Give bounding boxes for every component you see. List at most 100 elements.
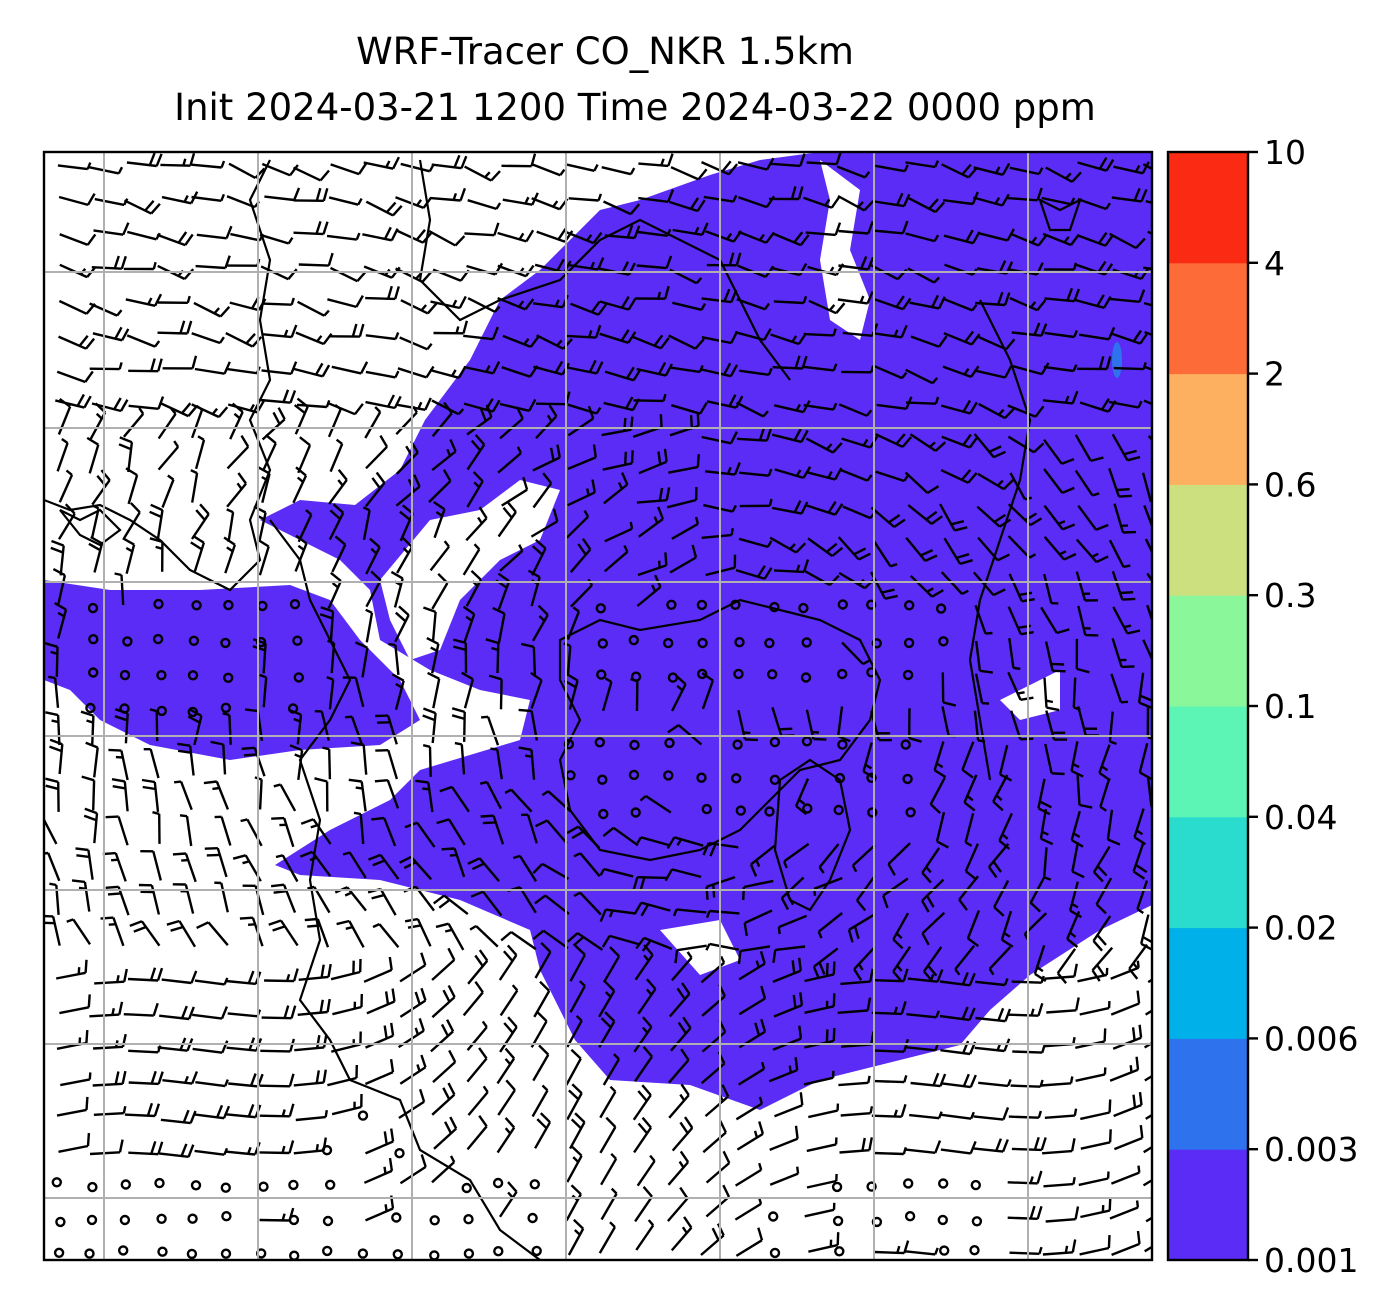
colorbar-segment <box>1168 484 1248 596</box>
wind-barb <box>111 778 129 812</box>
wind-barb <box>1109 232 1146 250</box>
wind-barb <box>599 329 637 344</box>
wind-barb <box>252 638 267 674</box>
wind-barb <box>1010 710 1034 741</box>
wind-barb <box>241 746 266 777</box>
wind-barb <box>966 910 981 948</box>
wind-barb <box>431 439 457 472</box>
wind-barb <box>1007 671 1034 701</box>
wind-barb <box>892 946 912 983</box>
wind-barb <box>530 671 543 709</box>
wind-barb <box>1009 297 1047 312</box>
wind-barb <box>1092 915 1112 952</box>
wind-barb <box>887 842 911 876</box>
wind-barb <box>365 608 374 643</box>
wind-barb <box>1146 707 1152 740</box>
wind-barb <box>603 472 629 505</box>
wind-barb <box>1077 197 1111 211</box>
wind-barb <box>466 434 486 471</box>
wind-barb <box>331 361 369 375</box>
wind-barb <box>1044 262 1078 271</box>
wind-barb <box>961 741 975 779</box>
wind-barb <box>772 355 808 370</box>
wind-barb <box>327 295 364 309</box>
wind-barb <box>531 163 566 177</box>
wind-barb <box>769 536 807 554</box>
wind-barb <box>372 923 400 949</box>
wind-barb <box>805 437 843 454</box>
wind-barb <box>768 186 804 201</box>
wind-barb <box>479 780 502 810</box>
wind-barb <box>374 779 400 809</box>
wind-barb <box>749 844 776 877</box>
wind-barb <box>395 405 418 436</box>
wind-barb <box>973 162 1011 176</box>
wind-barb <box>940 571 969 596</box>
colorbar-segments <box>1168 152 1248 1261</box>
wind-barb <box>275 854 299 883</box>
wind-barb <box>470 890 503 917</box>
wind-barb <box>978 336 1016 351</box>
wind-barb <box>123 261 157 271</box>
wind-barb <box>226 472 247 508</box>
wind-barb <box>433 320 469 335</box>
wind-barb <box>105 885 130 916</box>
wind-barb <box>431 401 453 438</box>
wind-barb <box>599 867 634 878</box>
wind-barb <box>872 540 898 568</box>
wind-barb <box>161 474 175 508</box>
wind-barb <box>812 947 839 980</box>
wind-barb <box>396 536 414 574</box>
wind-barb <box>439 785 470 813</box>
wind-barb <box>737 157 775 171</box>
wind-barb <box>504 788 533 813</box>
wind-barb <box>705 909 740 919</box>
wind-barb <box>141 778 160 813</box>
wind-barb <box>803 363 838 372</box>
wind-barb <box>365 285 400 301</box>
wind-barb <box>633 901 671 917</box>
wind-barb <box>85 741 99 778</box>
wind-barb <box>1143 301 1152 307</box>
wind-barb <box>806 501 844 516</box>
wind-barb <box>602 450 634 471</box>
wind-barb <box>195 255 231 270</box>
wind-barb <box>273 783 297 812</box>
wind-barb <box>808 299 846 315</box>
wind-barb <box>1044 641 1066 673</box>
wind-barb <box>739 498 773 508</box>
wind-barb <box>1113 161 1150 175</box>
colorbar-tick-label: 0.3 <box>1264 576 1316 615</box>
wind-barb <box>45 711 61 746</box>
wind-barb <box>988 843 1010 879</box>
colorbar-tick-label: 0.6 <box>1264 465 1316 504</box>
wind-barb <box>462 543 481 576</box>
wind-barb <box>1111 637 1135 669</box>
wind-barb <box>604 366 642 382</box>
wind-barb <box>56 438 69 472</box>
wind-barb <box>636 836 671 847</box>
wind-barb <box>326 675 335 710</box>
wind-barb <box>363 156 400 170</box>
wind-barb <box>469 924 499 948</box>
wind-barb <box>942 365 980 379</box>
wind-barb <box>226 508 235 543</box>
wind-barb <box>933 741 947 779</box>
colorbar-segment <box>1168 927 1248 1039</box>
wind-barb <box>271 816 295 848</box>
wind-barb <box>1070 741 1084 778</box>
wind-barb <box>909 574 944 598</box>
wind-barb <box>497 446 522 474</box>
wind-barb <box>194 361 231 375</box>
wind-barb <box>602 200 641 216</box>
wind-barb <box>319 606 335 642</box>
wind-barb <box>975 291 1011 307</box>
wind-barb <box>599 295 637 311</box>
wind-barb <box>935 811 949 849</box>
wind-barb <box>805 709 827 741</box>
wind-barb <box>497 229 535 243</box>
wind-barb <box>838 220 874 235</box>
wind-barb <box>905 536 938 562</box>
wind-barb <box>426 637 440 674</box>
wind-barb <box>179 814 193 847</box>
